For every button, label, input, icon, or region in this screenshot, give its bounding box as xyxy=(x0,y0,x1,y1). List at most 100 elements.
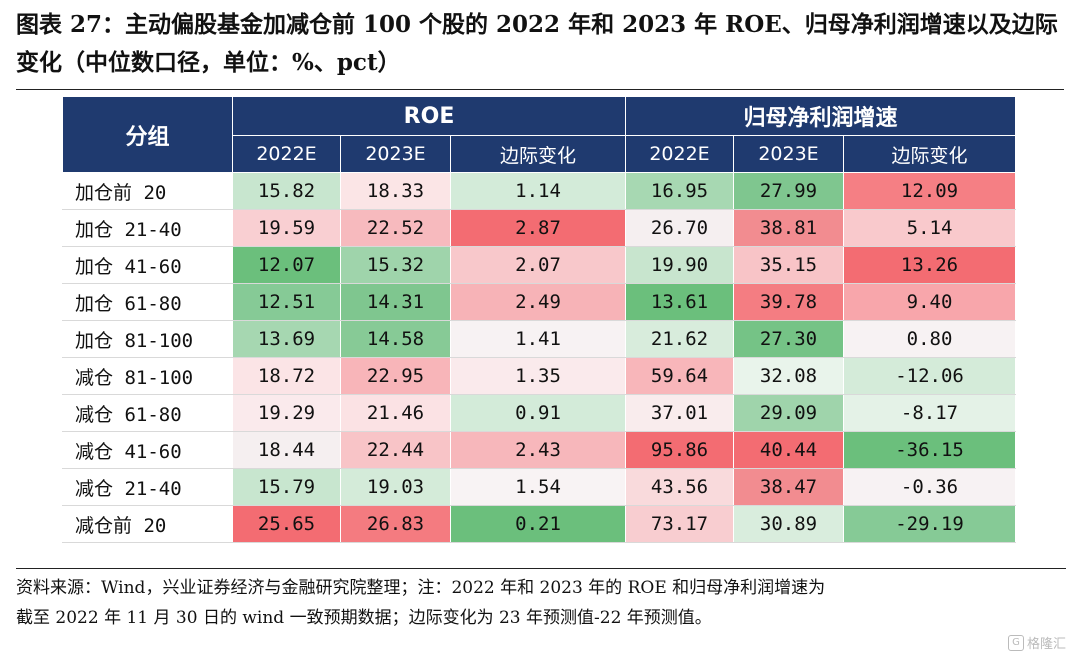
table-cell: 22.52 xyxy=(340,209,451,247)
table-cell: 59.64 xyxy=(625,357,735,395)
table-cell: 13.26 xyxy=(843,246,1017,284)
table-cell: 15.79 xyxy=(232,468,341,506)
table-cell: 12.09 xyxy=(843,172,1017,210)
table-cell: 29.09 xyxy=(733,394,845,432)
table-cell: 0.91 xyxy=(449,394,627,432)
table-cell: 27.99 xyxy=(733,172,845,210)
table-cell: 13.61 xyxy=(625,283,735,321)
row-label: 加仓前 20 xyxy=(62,172,233,210)
table-body: 加仓前 20 15.82 18.33 1.14 16.95 27.99 12.09 加仓 21… xyxy=(62,172,1017,543)
table-cell: 2.87 xyxy=(449,209,627,247)
table-cell: 2.49 xyxy=(449,283,627,321)
table-cell: -0.36 xyxy=(843,468,1017,506)
sub-header-5: 边际变化 xyxy=(843,135,1017,173)
row-label: 加仓 21-40 xyxy=(62,209,233,247)
sub-header-row: 2022E 2023E 边际变化 2022E 2023E 边际变化 xyxy=(63,135,1017,173)
row-label: 加仓 41-60 xyxy=(62,246,233,284)
row-label: 减仓 81-100 xyxy=(62,357,233,395)
table-cell: 1.35 xyxy=(449,357,627,395)
table-cell: 1.14 xyxy=(449,172,627,210)
table-cell: 19.29 xyxy=(232,394,341,432)
row-label: 加仓 81-100 xyxy=(62,320,233,358)
table-cell: -36.15 xyxy=(843,431,1017,469)
sub-header-2: 边际变化 xyxy=(449,135,627,173)
table-cell: 26.83 xyxy=(340,505,451,543)
table-cell: 0.80 xyxy=(843,320,1017,358)
table-cell: 19.90 xyxy=(625,246,735,284)
table-cell: 30.89 xyxy=(733,505,845,543)
table-row: 减仓 81-100 18.72 22.95 1.35 59.64 32.08 -12.06 xyxy=(62,357,1017,395)
figure-title: 图表 27：主动偏股基金加减仓前 100 个股的 2022 年和 2023 年 … xyxy=(16,11,1058,76)
table-cell: 18.72 xyxy=(232,357,341,395)
table-cell: 26.70 xyxy=(625,209,735,247)
row-label: 加仓 61-80 xyxy=(62,283,233,321)
table-cell: 43.56 xyxy=(625,468,735,506)
table-cell: -29.19 xyxy=(843,505,1017,543)
table-row: 减仓 61-80 19.29 21.46 0.91 37.01 29.09 -8.17 xyxy=(62,394,1017,432)
table-cell: 38.47 xyxy=(733,468,845,506)
table-cell: 21.62 xyxy=(625,320,735,358)
table-cell: 16.95 xyxy=(625,172,735,210)
table-cell: 22.44 xyxy=(340,431,451,469)
sub-header-3: 2022E xyxy=(625,135,735,173)
table-cell: 12.07 xyxy=(232,246,341,284)
table-cell: 2.07 xyxy=(449,246,627,284)
sub-header-0: 2022E xyxy=(232,135,341,173)
watermark-text: 格隆汇 xyxy=(1026,637,1066,652)
table-cell: 5.14 xyxy=(843,209,1017,247)
row-label: 减仓 21-40 xyxy=(62,468,233,506)
table-cell: 40.44 xyxy=(733,431,845,469)
data-table: 分组 ROE 归母净利润增速 2022E 2023E 边际变化 2022E 2023E 边… xyxy=(62,96,1017,543)
table-cell: 1.41 xyxy=(449,320,627,358)
sub-header-1: 2023E xyxy=(340,135,451,173)
watermark: G 格隆汇 xyxy=(1007,633,1066,652)
table-cell: 19.59 xyxy=(232,209,341,247)
table-cell: 38.81 xyxy=(733,209,845,247)
table-cell: 14.31 xyxy=(340,283,451,321)
table-cell: 15.82 xyxy=(232,172,341,210)
table-row: 减仓 41-60 18.44 22.44 2.43 95.86 40.44 -36.15 xyxy=(62,431,1017,469)
table-row: 加仓 41-60 12.07 15.32 2.07 19.90 35.15 13.26 xyxy=(62,246,1017,284)
table-cell: 27.30 xyxy=(733,320,845,358)
table-cell: 9.40 xyxy=(843,283,1017,321)
table-cell: -12.06 xyxy=(843,357,1017,395)
gelonghui-logo-icon: G xyxy=(1007,634,1024,651)
table-row: 加仓 61-80 12.51 14.31 2.49 13.61 39.78 9.40 xyxy=(62,283,1017,321)
table-cell: 19.03 xyxy=(340,468,451,506)
table-row: 加仓前 20 15.82 18.33 1.14 16.95 27.99 12.09 xyxy=(62,172,1017,210)
table-cell: -8.17 xyxy=(843,394,1017,432)
title-divider xyxy=(16,89,1064,90)
table-cell: 15.32 xyxy=(340,246,451,284)
table-cell: 2.43 xyxy=(449,431,627,469)
row-label: 减仓 41-60 xyxy=(62,431,233,469)
table-cell: 0.21 xyxy=(449,505,627,543)
table-cell: 22.95 xyxy=(340,357,451,395)
table-row: 加仓 81-100 13.69 14.58 1.41 21.62 27.30 0.80 xyxy=(62,320,1017,358)
footnote-line-1: 资料来源：Wind，兴业证券经济与金融研究院整理；注：2022 年和 2023 … xyxy=(16,578,826,598)
section-header-profit-growth: 归母净利润增速 xyxy=(625,96,1017,136)
table-cell: 35.15 xyxy=(733,246,845,284)
row-label: 减仓 61-80 xyxy=(62,394,233,432)
table-cell: 37.01 xyxy=(625,394,735,432)
table-cell: 25.65 xyxy=(232,505,341,543)
table-row: 减仓前 20 25.65 26.83 0.21 73.17 30.89 -29.19 xyxy=(62,505,1017,543)
table-row: 加仓 21-40 19.59 22.52 2.87 26.70 38.81 5.14 xyxy=(62,209,1017,247)
table-cell: 13.69 xyxy=(232,320,341,358)
table-cell: 1.54 xyxy=(449,468,627,506)
table-cell: 32.08 xyxy=(733,357,845,395)
table-cell: 21.46 xyxy=(340,394,451,432)
sub-header-4: 2023E xyxy=(733,135,845,173)
table-cell: 95.86 xyxy=(625,431,735,469)
footnote-line-2: 截至 2022 年 11 月 30 日的 wind 一致预期数据；边际变化为 2… xyxy=(16,608,712,628)
table-cell: 73.17 xyxy=(625,505,735,543)
table-cell: 12.51 xyxy=(232,283,341,321)
table-cell: 39.78 xyxy=(733,283,845,321)
table-cell: 18.44 xyxy=(232,431,341,469)
section-header-roe: ROE xyxy=(231,96,627,136)
group-column-header: 分组 xyxy=(62,96,233,173)
table-cell: 18.33 xyxy=(340,172,451,210)
table-cell: 14.58 xyxy=(340,320,451,358)
footnote: 资料来源：Wind，兴业证券经济与金融研究院整理；注：2022 年和 2023 … xyxy=(16,568,1066,633)
row-label: 减仓前 20 xyxy=(62,505,233,543)
table-row: 减仓 21-40 15.79 19.03 1.54 43.56 38.47 -0.36 xyxy=(62,468,1017,506)
